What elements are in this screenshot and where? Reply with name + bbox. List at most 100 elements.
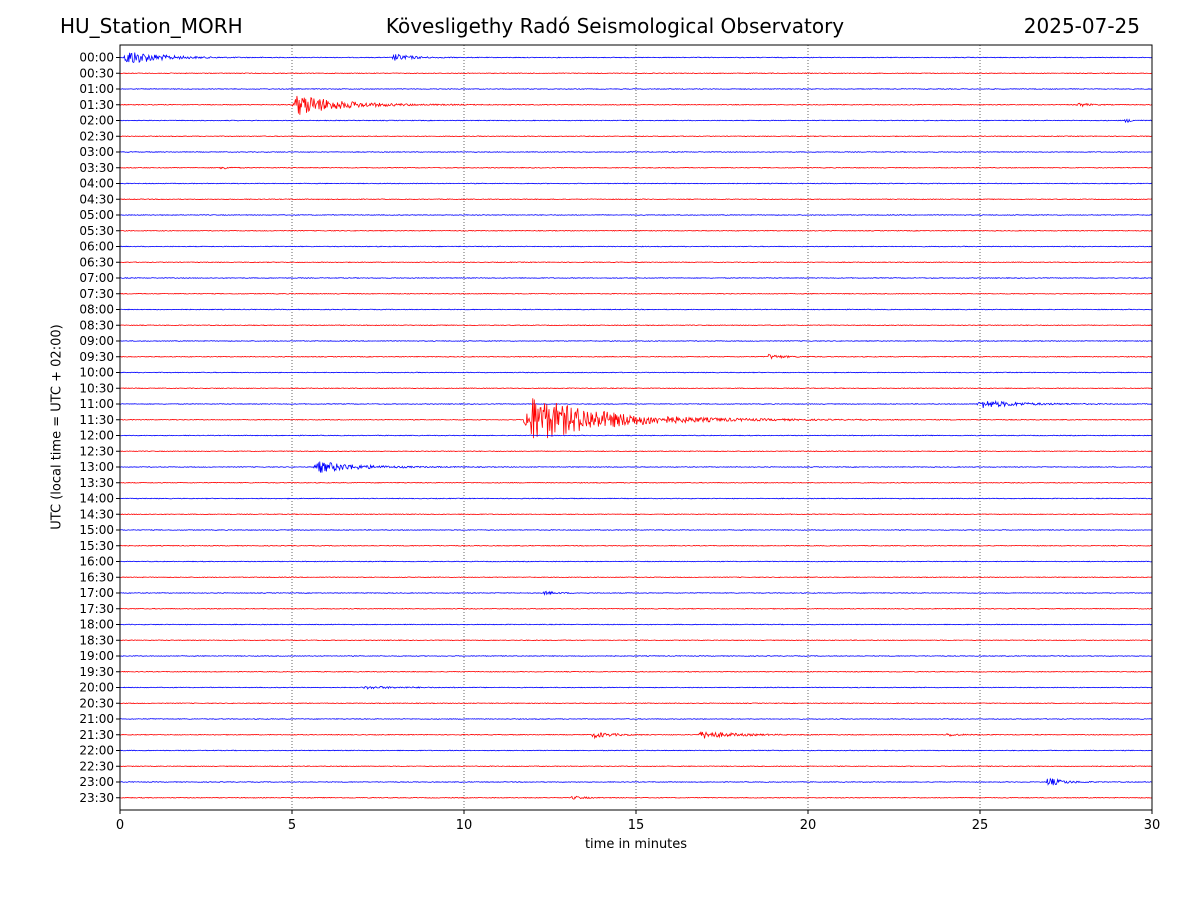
- y-tick-label: 20:30: [79, 696, 114, 710]
- trace-1630: [119, 576, 1153, 579]
- trace-0700: [119, 277, 1153, 279]
- trace-1130: [119, 398, 1153, 439]
- y-tick-label: 16:00: [79, 555, 114, 569]
- trace-2130: [119, 731, 1153, 740]
- y-tick-label: 03:30: [79, 161, 114, 175]
- trace-2200: [119, 749, 1153, 752]
- y-tick-label: 04:30: [79, 192, 114, 206]
- y-tick-label: 05:30: [79, 224, 114, 238]
- y-tick-label: 03:00: [79, 145, 114, 159]
- y-tick-label: 04:00: [79, 177, 114, 191]
- y-tick-label: 09:30: [79, 350, 114, 364]
- y-tick-label: 06:00: [79, 240, 114, 254]
- grid-lines: [291, 45, 981, 810]
- y-tick-label: 12:00: [79, 429, 114, 443]
- y-tick-label: 08:00: [79, 303, 114, 317]
- x-tick-label: 0: [116, 818, 124, 833]
- trace-0000: [119, 52, 1152, 64]
- trace-1830: [119, 639, 1153, 642]
- y-tick-label: 23:00: [79, 775, 114, 789]
- trace-2100: [119, 718, 1153, 720]
- trace-0330: [119, 166, 1153, 170]
- trace-1400: [119, 497, 1153, 500]
- y-tick-label: 10:00: [79, 366, 114, 380]
- trace-0600: [119, 245, 1153, 248]
- trace-1930: [119, 670, 1153, 673]
- y-tick-label: 22:00: [79, 744, 114, 758]
- trace-0630: [119, 261, 1153, 264]
- trace-0830: [119, 324, 1153, 327]
- trace-1730: [119, 607, 1153, 610]
- y-tick-label: 13:00: [79, 460, 114, 474]
- x-tick-label: 20: [800, 818, 817, 833]
- y-tick-label: 01:00: [79, 82, 114, 96]
- y-tick-label: 16:30: [79, 570, 114, 584]
- trace-0100: [119, 88, 1153, 90]
- traces: [119, 52, 1153, 800]
- y-tick-label: 08:30: [79, 318, 114, 332]
- y-tick-label: 14:00: [79, 492, 114, 506]
- y-tick-label: 00:30: [79, 66, 114, 80]
- y-tick-label: 01:30: [79, 98, 114, 112]
- trace-0930: [119, 353, 1153, 360]
- trace-2030: [119, 702, 1153, 705]
- trace-0900: [119, 340, 1153, 342]
- x-tick-label: 5: [288, 818, 296, 833]
- trace-2000: [119, 685, 1153, 690]
- y-tick-label: 15:30: [79, 539, 114, 553]
- trace-0300: [119, 151, 1153, 153]
- y-tick-label: 05:00: [79, 208, 114, 222]
- trace-1230: [119, 450, 1153, 453]
- trace-1800: [119, 623, 1153, 626]
- trace-0030: [119, 72, 1153, 75]
- y-tick-label: 17:00: [79, 586, 114, 600]
- y-tick-label: 14:30: [79, 507, 114, 521]
- y-tick-label: 06:30: [79, 255, 114, 269]
- y-tick-label: 02:00: [79, 114, 114, 128]
- chart-date: 2025-07-25: [1023, 14, 1140, 38]
- y-tick-label: 10:30: [79, 381, 114, 395]
- trace-1600: [119, 560, 1153, 563]
- trace-0400: [119, 182, 1153, 185]
- y-tick-label: 12:30: [79, 444, 114, 458]
- trace-0430: [119, 198, 1153, 201]
- y-tick-label: 13:30: [79, 476, 114, 490]
- x-axis-label: time in minutes: [584, 837, 688, 852]
- y-tick-label: 23:30: [79, 791, 114, 805]
- trace-1200: [119, 434, 1153, 437]
- trace-1330: [119, 481, 1153, 484]
- x-tick-label: 15: [628, 818, 645, 833]
- trace-1100: [119, 399, 1153, 409]
- trace-0130: [119, 95, 1153, 115]
- trace-0800: [119, 308, 1152, 311]
- trace-1430: [119, 513, 1153, 516]
- y-tick-label: 02:30: [79, 129, 114, 143]
- trace-1030: [119, 387, 1153, 390]
- y-tick-label: 07:30: [79, 287, 114, 301]
- station-name: HU_Station_MORH: [60, 14, 243, 38]
- y-axis-label: UTC (local time = UTC + 02:00): [49, 324, 65, 530]
- y-tick-label: 18:00: [79, 618, 114, 632]
- trace-0530: [119, 229, 1153, 232]
- trace-0500: [119, 214, 1153, 216]
- trace-1700: [119, 590, 1153, 596]
- x-tick-label: 10: [456, 818, 473, 833]
- y-tick-label: 22:30: [79, 759, 114, 773]
- trace-2330: [119, 795, 1153, 800]
- y-tick-label: 00:00: [79, 51, 114, 65]
- trace-1000: [119, 371, 1153, 374]
- y-tick-label: 20:00: [79, 681, 114, 695]
- x-tick-label: 25: [972, 818, 989, 833]
- trace-0200: [119, 118, 1153, 124]
- y-tick-label: 19:00: [79, 649, 114, 663]
- y-tick-label: 07:00: [79, 271, 114, 285]
- y-tick-label: 21:00: [79, 712, 114, 726]
- y-tick-label: 21:30: [79, 728, 114, 742]
- y-tick-label: 09:00: [79, 334, 114, 348]
- x-axis-ticks: 0 5 10 15 20 25 30: [116, 810, 1160, 833]
- trace-2300: [119, 777, 1153, 786]
- trace-0230: [119, 135, 1153, 138]
- y-tick-label: 11:00: [79, 397, 114, 411]
